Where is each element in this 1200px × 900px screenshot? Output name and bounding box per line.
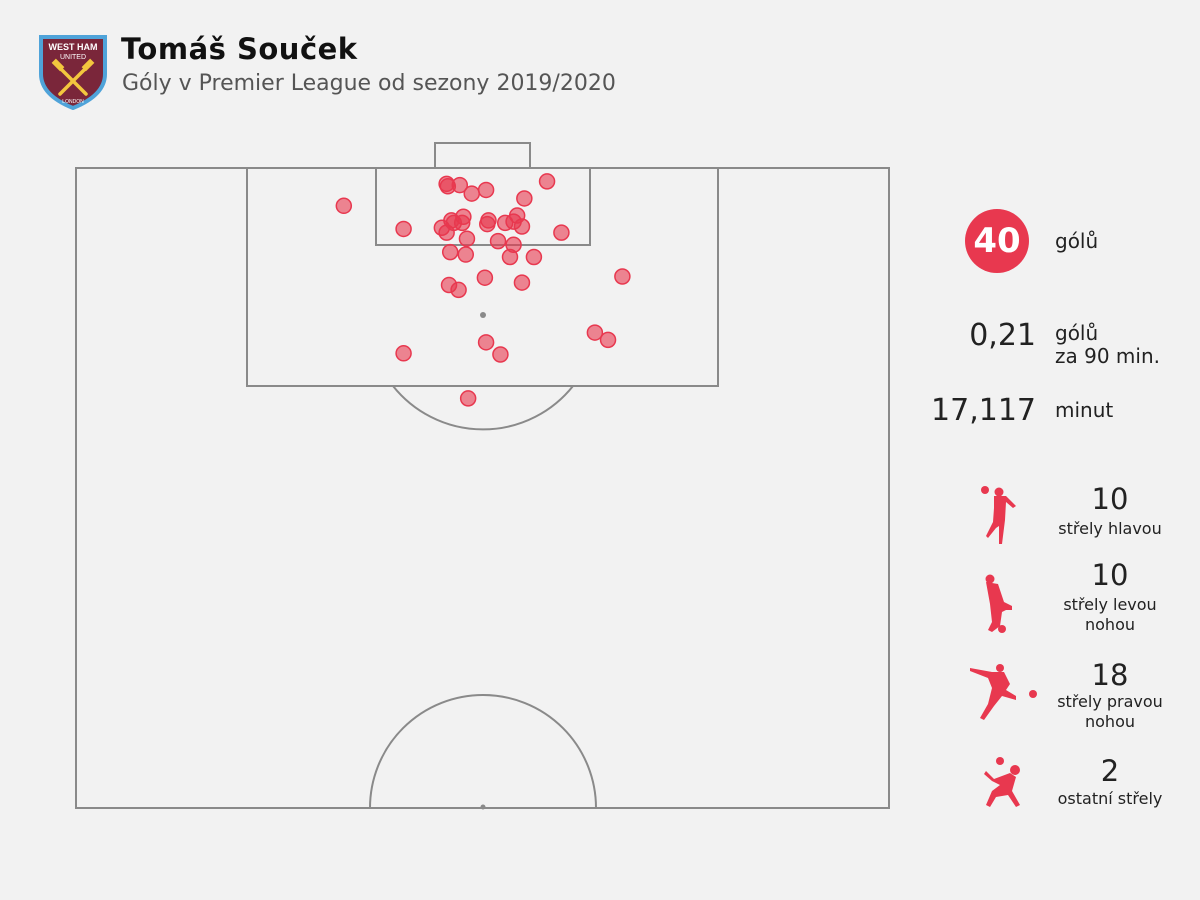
other-goals-label: ostatní střely <box>1057 789 1163 808</box>
goal-shot-point <box>553 224 570 241</box>
goals-per-90-label-2: za 90 min. <box>1055 344 1160 368</box>
goals-label: gólů <box>1055 229 1099 253</box>
six-yard-box <box>375 167 591 246</box>
goal <box>434 142 531 169</box>
goal-shot-point <box>451 176 469 194</box>
left-foot-player-icon <box>985 574 1012 633</box>
player-name-title: Tomáš Souček <box>121 32 358 66</box>
goal-shot-point <box>335 197 353 215</box>
goal-shot-point <box>395 345 412 362</box>
svg-text:UNITED: UNITED <box>60 54 86 61</box>
goal-shot-point <box>463 185 480 202</box>
goal-shot-point <box>516 190 533 207</box>
right-foot-goals-value: 18 <box>1091 658 1129 692</box>
chart-subtitle: Góly v Premier League od sezony 2019/202… <box>122 71 616 96</box>
goal-shot-point <box>445 214 463 232</box>
goal-shot-point <box>525 248 543 266</box>
goal-shot-point <box>614 268 631 285</box>
minutes-label: minut <box>1055 398 1114 422</box>
other-shot-player-icon <box>984 757 1020 807</box>
goal-shot-point <box>513 218 531 235</box>
goal-shot-point <box>459 390 477 407</box>
goal-shot-point <box>441 243 459 261</box>
goal-shot-point <box>477 181 495 199</box>
svg-text:LONDON: LONDON <box>62 99 84 105</box>
left-foot-goals-label-1: střely levou <box>1063 595 1157 614</box>
svg-text:WEST HAM: WEST HAM <box>49 42 98 52</box>
header-player-icon <box>981 486 1016 544</box>
pitch-shot-map <box>75 142 890 810</box>
goals-per-90-label-1: gólů <box>1055 321 1099 345</box>
goal-shot-point <box>513 274 531 291</box>
goal-shot-point <box>450 281 467 299</box>
right-foot-player-icon <box>970 664 1037 720</box>
goal-shot-point <box>395 220 412 238</box>
goal-shot-point <box>538 173 556 190</box>
penalty-spot <box>480 312 486 318</box>
penalty-arc <box>392 385 574 431</box>
left-foot-goals-label-2: nohou <box>1085 615 1135 634</box>
goal-shot-point <box>599 331 617 349</box>
goal-shot-point <box>477 334 495 351</box>
goals-count-badge: 40 <box>965 209 1029 273</box>
goal-shot-point <box>492 346 509 363</box>
goal-shot-point <box>479 215 496 233</box>
club-crest-logo: WEST HAM UNITED LONDON <box>39 35 107 110</box>
right-foot-goals-label-2: nohou <box>1085 712 1135 731</box>
goal-shot-point <box>501 248 519 266</box>
goals-per-90-value: 0,21 <box>969 318 1036 353</box>
goal-shot-point <box>457 246 475 263</box>
left-foot-goals-value: 10 <box>1091 558 1129 592</box>
goal-shot-point <box>476 269 494 286</box>
centre-circle <box>369 694 597 809</box>
centre-spot <box>480 804 486 810</box>
other-goals-value: 2 <box>1100 754 1120 788</box>
header-goals-label: střely hlavou <box>1058 519 1162 538</box>
minutes-value: 17,117 <box>931 393 1036 428</box>
goal-shot-point <box>586 324 604 341</box>
goal-shot-point <box>458 230 476 247</box>
right-foot-goals-label-1: střely pravou <box>1057 692 1163 711</box>
goal-shot-point <box>489 232 507 250</box>
header-goals-value: 10 <box>1091 482 1129 516</box>
half-pitch-outline <box>75 167 890 809</box>
